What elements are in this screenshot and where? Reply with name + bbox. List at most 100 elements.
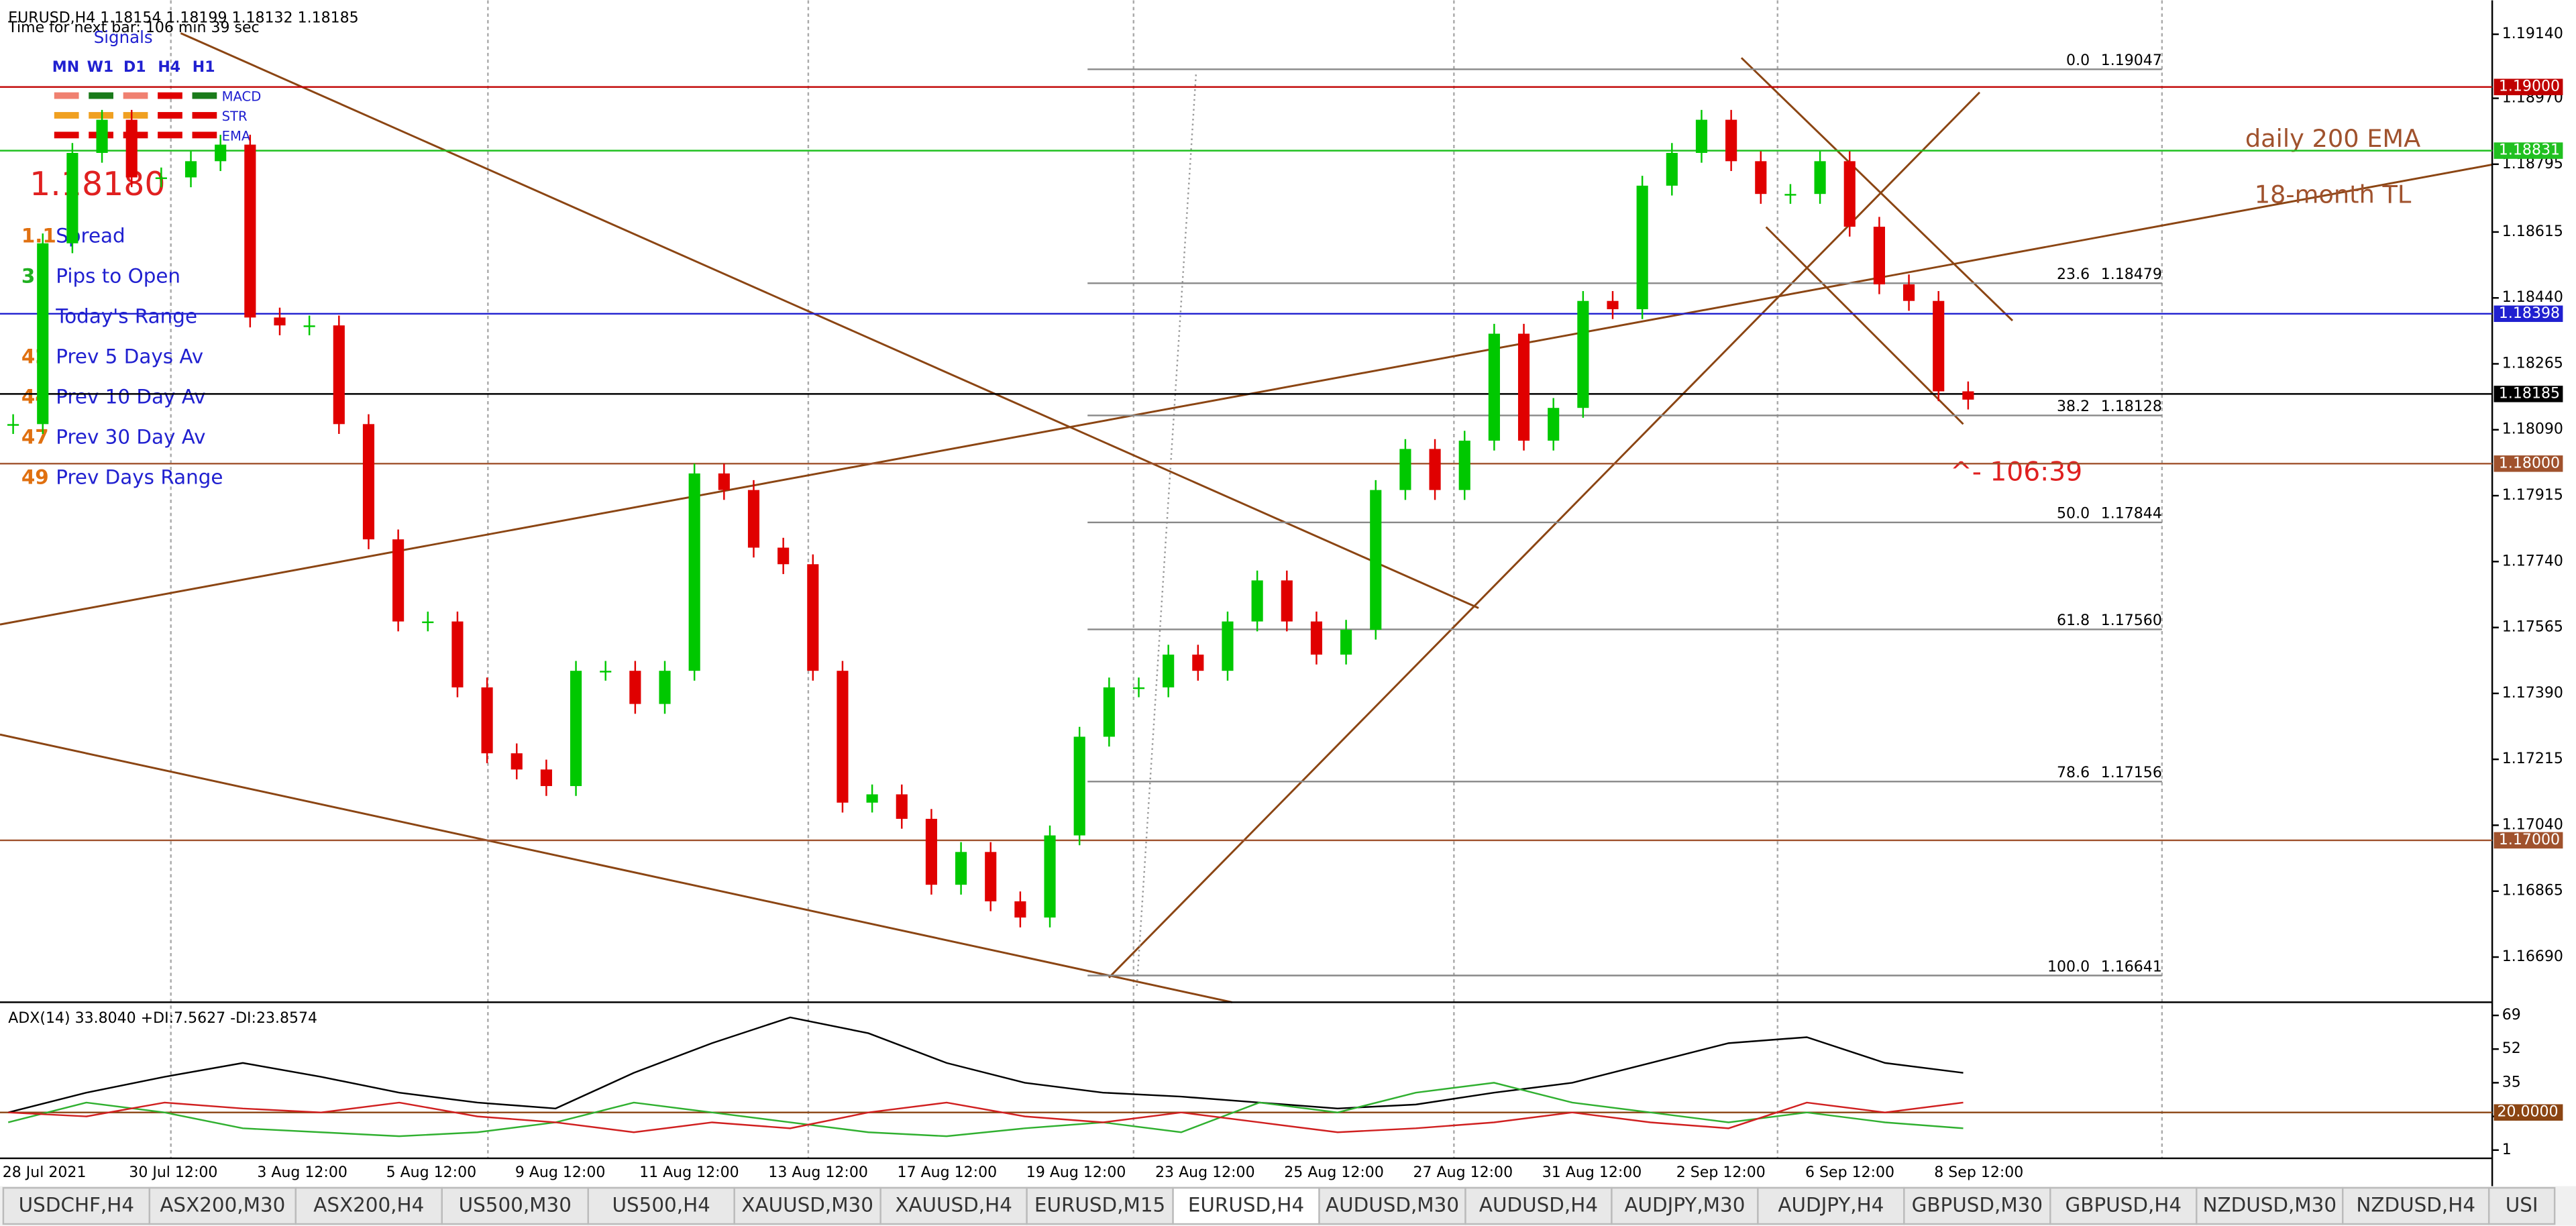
tab[interactable] (1318, 1186, 1466, 1225)
fib-ratio: 23.6 (2057, 266, 2090, 283)
signal-dot (54, 92, 79, 99)
level-label: 1.18398 (2499, 305, 2560, 322)
tab[interactable] (1903, 1186, 2051, 1225)
tab-label[interactable]: GBPUSD,M30 (1912, 1194, 2043, 1217)
tab[interactable] (1172, 1186, 1320, 1225)
tab-label[interactable]: USI (2506, 1194, 2538, 1217)
trendlines (0, 32, 2493, 1003)
candle (1755, 161, 1767, 194)
signal-dot (89, 112, 113, 119)
tab-label[interactable]: AUDUSD,H4 (1479, 1194, 1598, 1217)
y-tick-label: 1.16865 (2502, 883, 2563, 899)
day-separators (170, 0, 2163, 1159)
annotation: 18-month TL (2255, 180, 2412, 209)
candle (1548, 408, 1560, 441)
tab[interactable] (2196, 1186, 2344, 1225)
y-tick-label: 1.19140 (2502, 25, 2563, 42)
level-box (2493, 78, 2563, 95)
fib-price: 1.19047 (2101, 52, 2162, 69)
candle (1251, 580, 1263, 622)
annotation: daily 200 EMA (2245, 124, 2420, 153)
signal-dot (123, 112, 148, 119)
tab[interactable] (1464, 1186, 1613, 1225)
tab-label[interactable]: EURUSD,M15 (1034, 1194, 1165, 1217)
fib-price: 1.17560 (2101, 612, 2162, 629)
candle (1073, 736, 1085, 836)
y-tick-label: 1.17915 (2502, 487, 2563, 504)
tab-label[interactable]: ASX200,M30 (160, 1194, 285, 1217)
stat-label: Prev 10 Day Av (56, 386, 205, 408)
candle (1458, 441, 1470, 490)
candle (1784, 194, 1796, 196)
x-tick-label: 6 Sep 12:00 (1805, 1164, 1894, 1181)
candle (1281, 580, 1293, 622)
signal-dot (123, 92, 148, 99)
x-tick-label: 2 Sep 12:00 (1676, 1164, 1766, 1181)
candle (1044, 835, 1056, 918)
candle (629, 671, 641, 704)
candle (1222, 621, 1234, 671)
y-tick-label: 1.18615 (2502, 223, 2563, 240)
tab-label[interactable]: GBPUSD,H4 (2065, 1194, 2182, 1217)
signal-dot (89, 92, 113, 99)
tab-label[interactable]: EURUSD,H4 (1188, 1194, 1304, 1217)
candle (1873, 227, 1885, 284)
stat-label: Prev Days Range (56, 466, 223, 489)
y-tick-label: 1.16690 (2502, 948, 2563, 965)
tab-label[interactable]: ASX200,H4 (313, 1194, 424, 1217)
tab[interactable] (2487, 1186, 2556, 1225)
tab[interactable] (1026, 1186, 1174, 1225)
tab[interactable] (2049, 1186, 2198, 1225)
level-box (2493, 386, 2563, 402)
tab-label[interactable]: US500,H4 (612, 1194, 710, 1217)
tab-label[interactable]: AUDJPY,M30 (1624, 1194, 1745, 1217)
candle (688, 473, 700, 671)
signal-dot (158, 131, 182, 139)
candle (1103, 687, 1115, 737)
candle (66, 152, 78, 243)
fib-ratio: 0.0 (2066, 52, 2090, 69)
signal-dot (192, 131, 217, 139)
tab[interactable] (733, 1186, 881, 1225)
adx-series (7, 1016, 1964, 1113)
timer: Time for next bar: 106 min 39 sec (7, 19, 259, 36)
tab[interactable] (148, 1186, 297, 1225)
tab-label[interactable]: AUDJPY,H4 (1778, 1194, 1884, 1217)
fib-ratio: 38.2 (2057, 398, 2090, 415)
candle (718, 473, 730, 490)
signal-dot (192, 92, 217, 99)
candle (1340, 629, 1352, 655)
stat-value: 3 (21, 265, 35, 288)
x-tick-label: 30 Jul 12:00 (129, 1164, 217, 1181)
level-box (2493, 455, 2563, 472)
tab-label[interactable]: AUDUSD,M30 (1326, 1194, 1459, 1217)
candle (155, 177, 167, 179)
x-tick-label: 17 Aug 12:00 (898, 1164, 998, 1181)
candle (1014, 901, 1026, 918)
level-box (2493, 832, 2563, 849)
candle (1488, 333, 1500, 441)
candle (303, 325, 315, 327)
tab-label[interactable]: NZDUSD,H4 (2356, 1194, 2475, 1217)
stat-label: Spread (56, 225, 125, 247)
x-tick-label: 27 Aug 12:00 (1413, 1164, 1513, 1181)
x-tick-label: 25 Aug 12:00 (1284, 1164, 1384, 1181)
candle (1962, 391, 1974, 400)
fib-ratio: 61.8 (2057, 612, 2090, 629)
tab[interactable] (879, 1186, 1028, 1225)
candle (1429, 449, 1441, 490)
tab-label[interactable]: US500,M30 (459, 1194, 572, 1217)
signal-dot (54, 112, 79, 119)
tab-label[interactable]: XAUUSD,H4 (895, 1194, 1012, 1217)
tab-label[interactable]: NZDUSD,M30 (2202, 1194, 2337, 1217)
x-tick-label: 23 Aug 12:00 (1155, 1164, 1255, 1181)
tab[interactable] (294, 1186, 443, 1225)
tab[interactable] (1757, 1186, 1905, 1225)
tab-label[interactable]: USDCHF,H4 (19, 1194, 134, 1217)
tab-label[interactable]: XAUUSD,M30 (741, 1194, 873, 1217)
candle (1814, 161, 1826, 194)
level-label: 1.19000 (2499, 78, 2560, 95)
candle (1902, 284, 1915, 301)
adx-tick-label: 1 (2502, 1141, 2512, 1158)
